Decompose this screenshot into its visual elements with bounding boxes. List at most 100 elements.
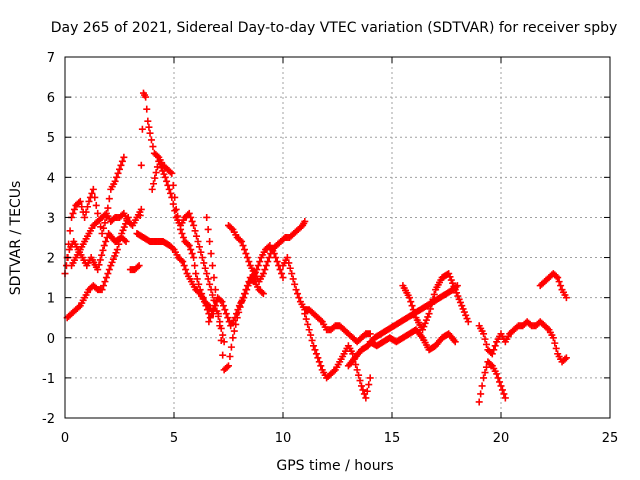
data-point (155, 157, 163, 165)
data-point (211, 302, 219, 310)
data-point (265, 254, 273, 262)
data-point (312, 350, 320, 358)
data-point (98, 229, 106, 237)
data-point (217, 336, 225, 344)
data-point (453, 289, 461, 297)
data-point (92, 201, 100, 209)
axis-ticks: 0 5 10 15 20 25 -2 -1 0 1 2 3 4 5 6 7 (42, 51, 618, 446)
data-point (294, 290, 302, 298)
data-point (425, 310, 433, 318)
data-point (191, 262, 199, 270)
series-1 (61, 229, 130, 278)
data-point (481, 369, 489, 377)
data-point (456, 298, 464, 306)
data-point (231, 314, 239, 322)
data-point (159, 167, 167, 175)
data-point (353, 366, 361, 374)
data-point (120, 153, 128, 161)
series-11 (279, 254, 374, 346)
data-point (459, 305, 467, 313)
data-point (222, 310, 230, 318)
data-point (151, 174, 159, 182)
data-point (419, 326, 427, 334)
data-point (65, 240, 73, 248)
chart-title: Day 265 of 2021, Sidereal Day-to-day VTE… (51, 20, 618, 36)
data-point (562, 294, 570, 302)
data-point (98, 286, 106, 294)
data-point (295, 294, 303, 302)
data-point (188, 250, 196, 258)
data-point (111, 252, 119, 260)
data-point (278, 270, 286, 278)
data-point (352, 361, 360, 369)
data-point (195, 243, 203, 251)
data-point (134, 263, 142, 271)
data-point (267, 250, 275, 258)
data-points (61, 89, 570, 406)
data-point (195, 288, 203, 296)
data-point (561, 355, 569, 363)
data-point (147, 136, 155, 144)
data-point (156, 160, 164, 168)
data-point (562, 354, 570, 362)
data-point (203, 300, 211, 308)
data-point (104, 270, 112, 278)
data-point (205, 318, 213, 326)
data-point (259, 270, 267, 278)
data-point (149, 143, 157, 151)
data-point (497, 382, 505, 390)
data-point (152, 169, 160, 177)
data-point (204, 225, 212, 233)
data-point (100, 224, 108, 232)
y-tick-label: 3 (47, 211, 55, 226)
data-point (111, 177, 119, 185)
data-point (285, 259, 293, 267)
data-point (552, 344, 560, 352)
data-point (188, 217, 196, 225)
data-point (411, 310, 419, 318)
data-point (481, 335, 489, 343)
data-point (450, 282, 458, 290)
data-point (283, 254, 291, 262)
data-point (219, 351, 227, 359)
data-point (232, 310, 240, 318)
series-13 (344, 282, 461, 370)
data-point (454, 292, 462, 300)
data-point (187, 213, 195, 221)
series-16 (475, 358, 509, 406)
data-point (475, 398, 483, 406)
data-point (116, 235, 124, 243)
data-point (219, 331, 227, 339)
data-point (463, 315, 471, 323)
data-point (292, 286, 300, 294)
data-point (102, 274, 110, 282)
data-point (362, 394, 370, 402)
data-point (168, 193, 176, 201)
data-point (363, 387, 371, 395)
data-point (94, 209, 102, 217)
data-point (85, 197, 93, 205)
data-point (236, 236, 244, 244)
data-point (180, 262, 188, 270)
data-point (145, 123, 153, 131)
grid-lines (65, 57, 610, 418)
data-point (240, 294, 248, 302)
data-point (301, 310, 309, 318)
data-point (424, 313, 432, 321)
data-point (405, 294, 413, 302)
data-point (482, 363, 490, 371)
data-point (366, 330, 374, 338)
x-tick-label: 5 (170, 431, 178, 446)
data-point (227, 343, 235, 351)
x-tick-label: 0 (61, 431, 69, 446)
y-tick-label: 4 (47, 171, 55, 186)
data-point (272, 254, 280, 262)
data-point (216, 322, 224, 330)
data-point (214, 310, 222, 318)
data-point (69, 209, 77, 217)
data-point (356, 377, 364, 385)
data-point (262, 262, 270, 270)
data-point (430, 290, 438, 298)
data-point (112, 249, 120, 257)
